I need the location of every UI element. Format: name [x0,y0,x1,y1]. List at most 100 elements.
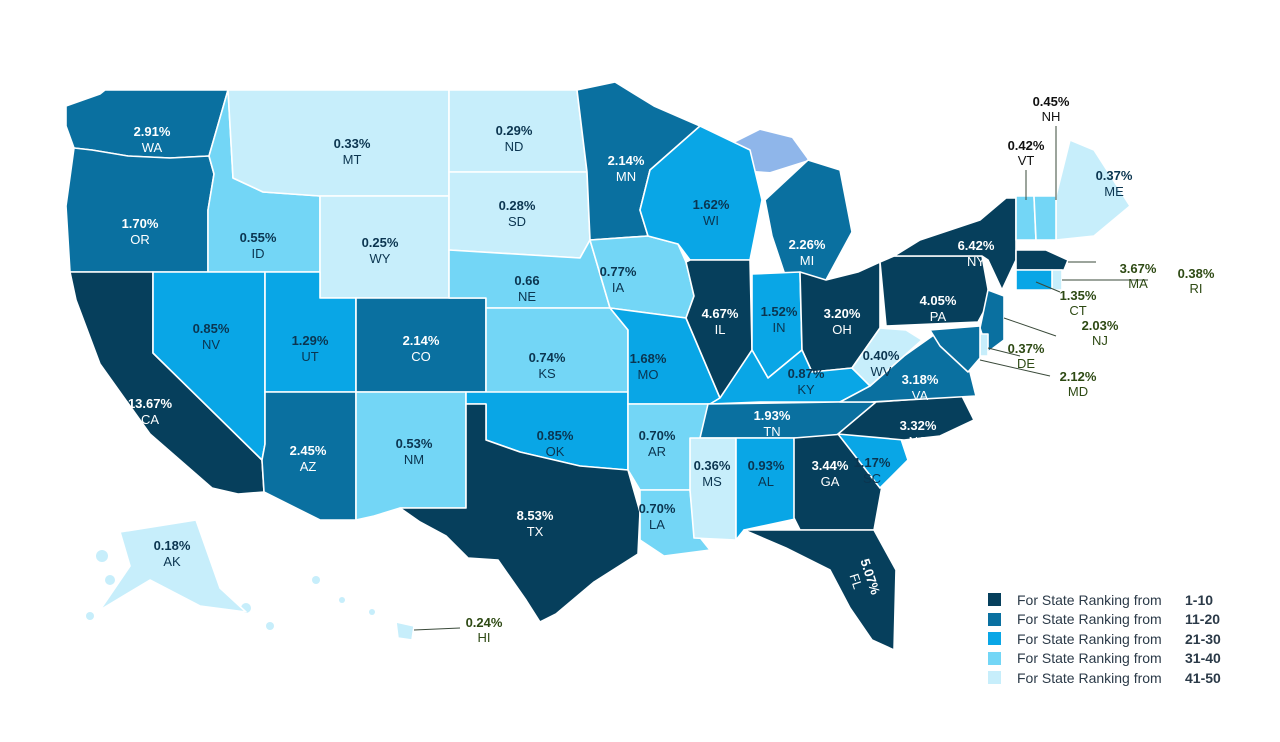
value-label-ia: 0.77% [600,264,637,279]
value-label-in: 1.52% [761,304,798,319]
legend-item-11-20: For State Ranking from 11-20 [988,610,1248,630]
value-label-ri: 0.38% [1178,266,1215,281]
state-abbr-mn: MN [616,169,636,184]
value-label-ca: 13.67% [128,396,173,411]
legend-swatch-21-30 [988,632,1001,646]
state-abbr-tx: TX [527,524,544,539]
state-abbr-nc: NC [909,434,928,449]
legend-range: 31-40 [1185,650,1221,667]
legend-item-1-10: For State Ranking from 1-10 [988,590,1248,610]
state-mi [764,159,853,281]
leader-line-nj [1003,317,1057,337]
value-label-de: 0.37% [1008,341,1045,356]
legend-item-31-40: For State Ranking from 31-40 [988,649,1248,669]
legend-label: For State Ranking from [1017,591,1162,608]
value-label-ny: 6.42% [958,238,995,253]
value-label-me: 0.37% [1096,168,1133,183]
leader-line-hi [413,627,461,631]
value-label-ma: 3.67% [1120,261,1157,276]
state-abbr-sc: SC [863,471,881,486]
state-abbr-tn: TN [763,424,780,439]
state-abbr-de: DE [1017,356,1035,371]
legend-label: For State Ranking from [1017,630,1162,647]
value-label-ks: 0.74% [529,350,566,365]
value-label-ky: 0.87% [788,366,825,381]
state-nh [1033,195,1057,241]
state-abbr-me: ME [1104,184,1124,199]
state-abbr-sd: SD [508,214,526,229]
legend-range: 11-20 [1185,611,1221,628]
state-abbr-pa: PA [930,309,947,324]
value-label-mo: 1.68% [630,351,667,366]
legend-item-41-50: For State Ranking from 41-50 [988,668,1248,688]
legend-item-21-30: For State Ranking from 21-30 [988,629,1248,649]
state-abbr-vt: VT [1018,153,1035,168]
state-abbr-ky: KY [797,382,815,397]
island-shape [105,575,115,585]
legend-swatch-1-10 [988,593,1001,607]
state-abbr-ks: KS [538,366,556,381]
leader-lines [413,126,1148,631]
state-abbr-ut: UT [301,349,318,364]
value-label-sd: 0.28% [499,198,536,213]
state-abbr-mt: MT [343,152,362,167]
state-abbr-ma: MA [1128,276,1148,291]
state-abbr-ar: AR [648,444,666,459]
value-label-ar: 0.70% [639,428,676,443]
state-ct [1015,269,1053,291]
state-hi [395,621,415,641]
state-abbr-ga: GA [821,474,840,489]
state-shapes [65,81,1131,651]
state-ri [1051,269,1063,291]
state-abbr-al: AL [758,474,774,489]
state-abbr-ny: NY [967,254,985,269]
value-label-al: 0.93% [748,458,785,473]
state-abbr-fl: FL [847,572,866,591]
value-label-co: 2.14% [403,333,440,348]
value-label-hi: 0.24% [466,615,503,630]
value-label-nj: 2.03% [1082,318,1119,333]
state-fl [743,529,897,651]
value-label-id: 0.55% [240,230,277,245]
value-label-pa: 4.05% [920,293,957,308]
value-label-wy: 0.25% [362,235,399,250]
state-abbr-la: LA [649,517,665,532]
legend-range: 1-10 [1185,591,1214,608]
value-label-nv: 0.85% [193,321,230,336]
state-abbr-mi: MI [800,253,814,268]
legend-swatch-31-40 [988,651,1001,665]
value-label-ut: 1.29% [292,333,329,348]
value-label-sc: 1.17% [854,455,891,470]
island-shape [339,597,345,603]
legend-swatch-41-50 [988,671,1001,685]
value-label-ga: 3.44% [812,458,849,473]
value-label-ok: 0.85% [537,428,574,443]
value-label-nd: 0.29% [496,123,533,138]
state-abbr-ct: CT [1069,303,1086,318]
state-abbr-ri: RI [1190,281,1203,296]
state-abbr-id: ID [252,246,265,261]
legend-label: For State Ranking from [1017,650,1162,667]
leader-line-de [987,347,1021,357]
value-label-tx: 8.53% [517,508,554,523]
value-label-ct: 1.35% [1060,288,1097,303]
island-shape [266,622,274,630]
state-tx [399,403,641,623]
state-vt [1015,195,1037,241]
state-abbr-il: IL [715,322,726,337]
legend-label: For State Ranking from [1017,611,1162,628]
value-label-mt: 0.33% [334,136,371,151]
state-abbr-ca: CA [141,412,159,427]
state-de [979,333,989,357]
island-shape [96,550,108,562]
legend-range: 21-30 [1185,630,1221,647]
state-abbr-az: AZ [300,459,317,474]
state-abbr-ak: AK [163,554,181,569]
island-shape [86,612,94,620]
value-label-az: 2.45% [290,443,327,458]
legend: For State Ranking from 1-10 For State Ra… [988,590,1248,688]
state-abbr-nj: NJ [1092,333,1108,348]
island-shape [369,609,375,615]
value-label-la: 0.70% [639,501,676,516]
value-label-md: 2.12% [1060,369,1097,384]
